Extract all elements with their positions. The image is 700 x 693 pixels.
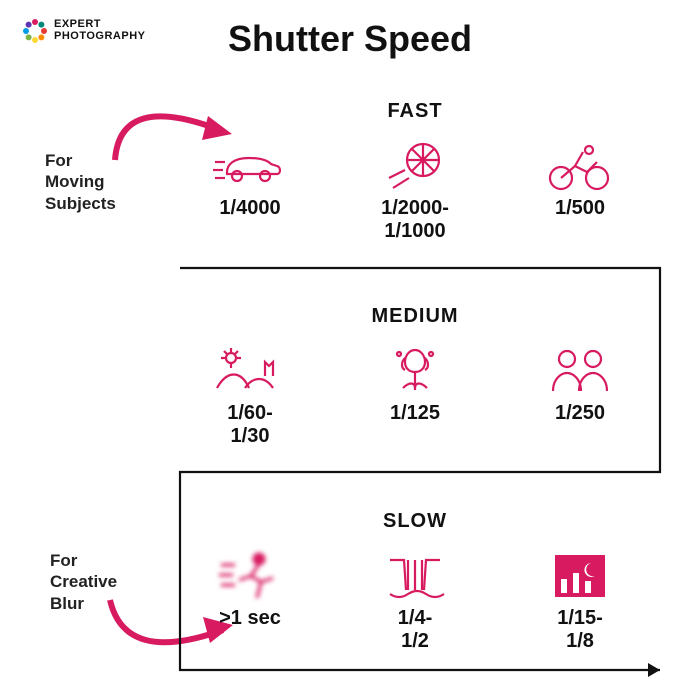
heading-fast: FAST <box>175 100 655 123</box>
item-runner: >1 sec <box>175 545 325 653</box>
people-icon <box>505 340 655 402</box>
value-ball: 1/2000-1/1000 <box>340 197 490 243</box>
item-landscape: 1/60-1/30 <box>175 340 325 448</box>
page-title: Shutter Speed <box>0 18 700 60</box>
heading-slow: SLOW <box>175 510 655 533</box>
value-cyclist: 1/500 <box>505 197 655 220</box>
car-icon <box>175 135 325 197</box>
flower-icon <box>340 340 490 402</box>
value-night: 1/15-1/8 <box>505 607 655 653</box>
cyclist-icon <box>505 135 655 197</box>
ball-icon <box>340 135 490 197</box>
item-ball: 1/2000-1/1000 <box>340 135 490 243</box>
label-blur: ForCreativeBlur <box>50 550 140 614</box>
value-waterfall: 1/4-1/2 <box>340 607 490 653</box>
item-night: 1/15-1/8 <box>505 545 655 653</box>
item-cyclist: 1/500 <box>505 135 655 243</box>
value-people: 1/250 <box>505 402 655 425</box>
item-people: 1/250 <box>505 340 655 448</box>
value-car: 1/4000 <box>175 197 325 220</box>
item-waterfall: 1/4-1/2 <box>340 545 490 653</box>
value-flower: 1/125 <box>340 402 490 425</box>
value-landscape: 1/60-1/30 <box>175 402 325 448</box>
row-slow: >1 sec 1/4-1/2 1 <box>175 545 655 653</box>
section-fast: FAST 1/4000 1/2000-1/1000 <box>175 100 655 243</box>
label-moving: ForMovingSubjects <box>45 150 135 214</box>
landscape-icon <box>175 340 325 402</box>
runner-icon <box>175 545 325 607</box>
section-medium: MEDIUM 1/60-1/30 1/125 <box>175 305 655 448</box>
row-fast: 1/4000 1/2000-1/1000 1/500 <box>175 135 655 243</box>
item-car: 1/4000 <box>175 135 325 243</box>
waterfall-icon <box>340 545 490 607</box>
heading-medium: MEDIUM <box>175 305 655 328</box>
night-icon <box>505 545 655 607</box>
section-slow: SLOW >1 sec 1/4-1/2 <box>175 510 655 653</box>
row-medium: 1/60-1/30 1/125 1/250 <box>175 340 655 448</box>
value-runner: >1 sec <box>175 607 325 630</box>
item-flower: 1/125 <box>340 340 490 448</box>
